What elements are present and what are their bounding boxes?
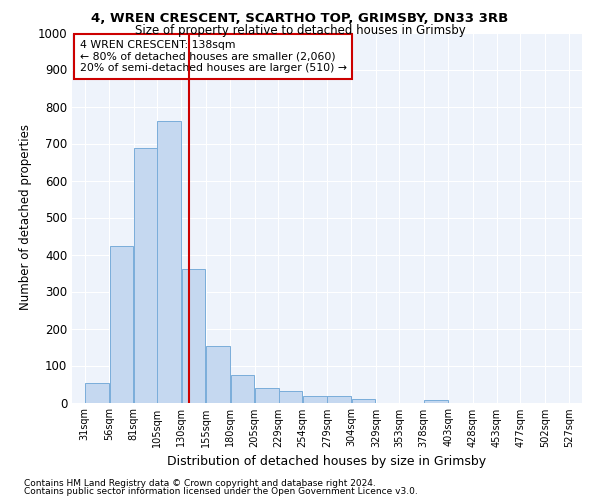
Bar — [303, 396, 326, 402]
Bar — [231, 376, 254, 402]
X-axis label: Distribution of detached houses by size in Grimsby: Distribution of detached houses by size … — [167, 455, 487, 468]
Bar — [255, 388, 278, 402]
Bar — [110, 246, 133, 402]
Bar — [424, 400, 448, 402]
Text: 4 WREN CRESCENT: 138sqm
← 80% of detached houses are smaller (2,060)
20% of semi: 4 WREN CRESCENT: 138sqm ← 80% of detache… — [80, 40, 347, 73]
Bar — [328, 396, 351, 402]
Text: Contains HM Land Registry data © Crown copyright and database right 2024.: Contains HM Land Registry data © Crown c… — [24, 478, 376, 488]
Text: 4, WREN CRESCENT, SCARTHO TOP, GRIMSBY, DN33 3RB: 4, WREN CRESCENT, SCARTHO TOP, GRIMSBY, … — [91, 12, 509, 26]
Text: Size of property relative to detached houses in Grimsby: Size of property relative to detached ho… — [134, 24, 466, 37]
Bar — [182, 268, 205, 402]
Y-axis label: Number of detached properties: Number of detached properties — [19, 124, 32, 310]
Bar — [157, 122, 181, 402]
Text: Contains public sector information licensed under the Open Government Licence v3: Contains public sector information licen… — [24, 487, 418, 496]
Bar — [352, 399, 376, 402]
Bar — [85, 384, 109, 402]
Bar — [134, 148, 157, 403]
Bar — [278, 392, 302, 402]
Bar — [206, 346, 230, 403]
